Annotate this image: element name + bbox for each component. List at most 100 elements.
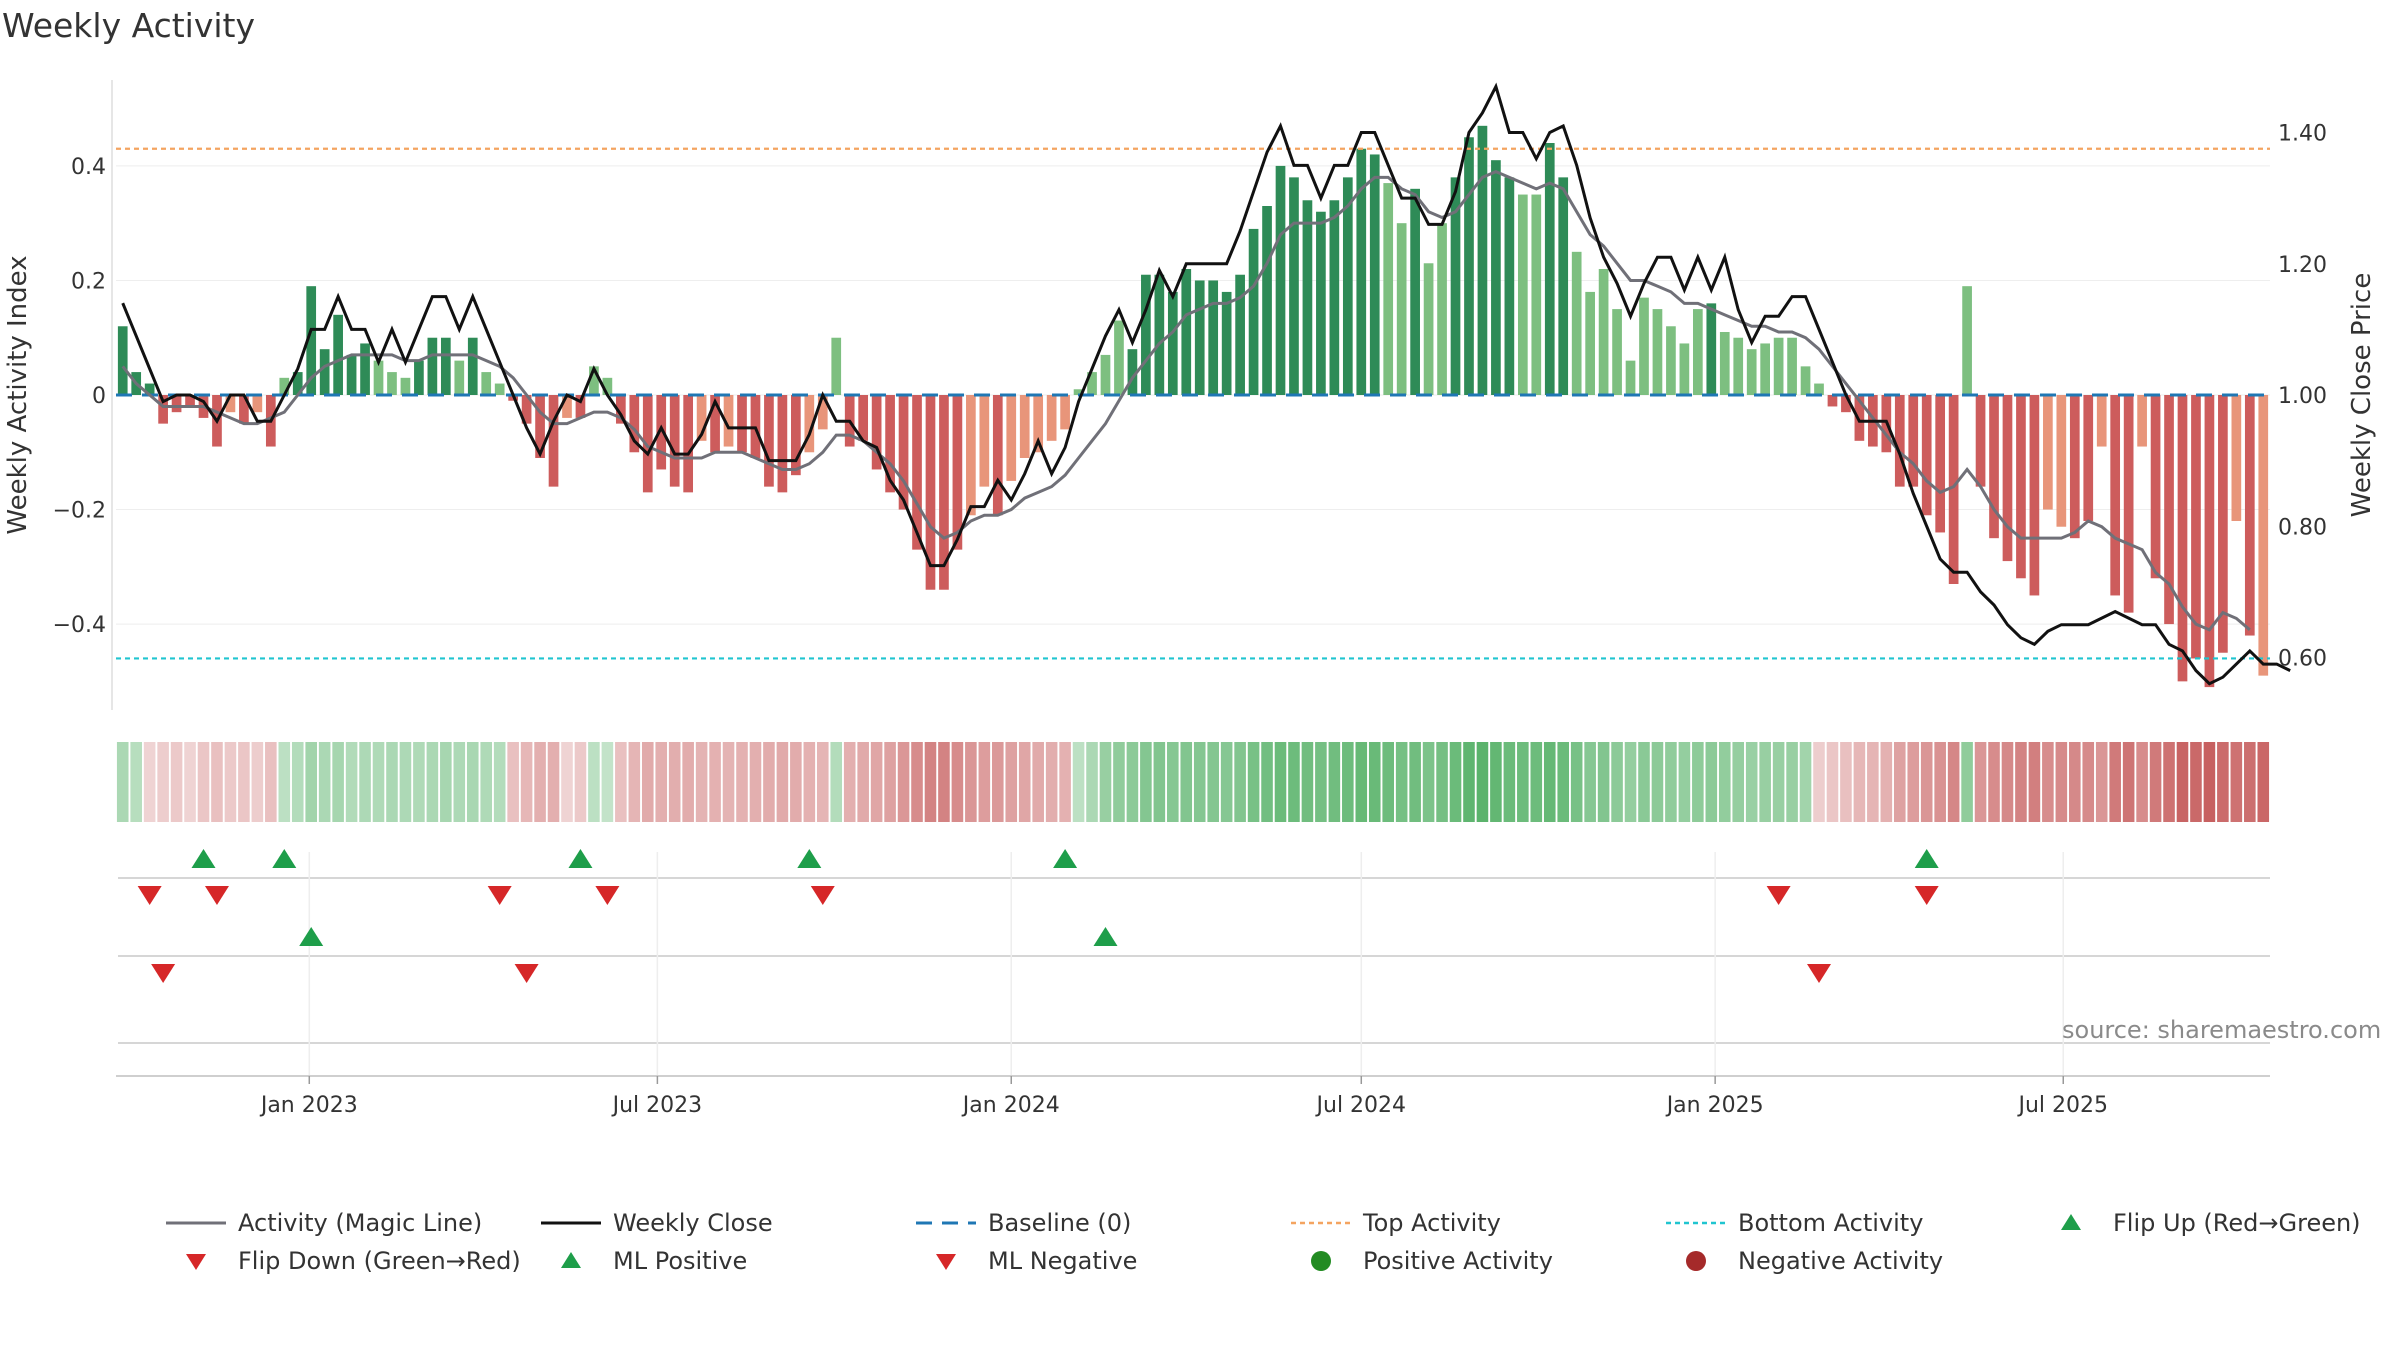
activity-bar-positive — [1706, 303, 1717, 395]
heat-strip-cell — [1140, 742, 1152, 822]
heat-strip-cell — [2028, 742, 2041, 822]
heat-strip-cell — [1315, 742, 1327, 822]
heat-strip-cell — [1934, 742, 1946, 822]
heat-strip-cell — [1342, 742, 1354, 822]
legend-item-weekly-close: Weekly Close — [535, 1205, 773, 1241]
heat-strip-cell — [615, 742, 627, 822]
heat-strip-cell — [1018, 742, 1031, 822]
heat-strip-cell — [1193, 742, 1206, 822]
activity-bar-negative — [521, 395, 532, 424]
heat-strip-cell — [924, 742, 937, 822]
activity-bar-positive — [1114, 320, 1124, 395]
heat-strip-cell — [413, 742, 425, 822]
heat-strip-cell — [278, 742, 291, 822]
heat-strip-cell — [1920, 742, 1933, 822]
activity-bar-negative — [1006, 395, 1017, 481]
activity-bar-positive — [1612, 309, 1622, 395]
heat-strip-cell — [722, 742, 735, 822]
activity-chart: 0.40.20−0.2−0.41.401.201.000.800.60Weekl… — [3, 80, 2377, 1118]
heat-strip-cell — [830, 742, 843, 822]
activity-bar-negative — [2164, 395, 2174, 625]
activity-bar-positive — [589, 366, 599, 395]
activity-bar-negative — [629, 395, 640, 453]
heat-strip-cell — [1543, 742, 1556, 822]
activity-bar-positive — [467, 337, 478, 395]
legend-swatch-weekly-close — [541, 1221, 601, 1225]
heat-strip-cell — [1517, 742, 1529, 822]
legend-item-ml-negative: ML Negative — [910, 1243, 1137, 1279]
heat-strip-cell — [1355, 742, 1368, 822]
activity-bar-positive — [1585, 291, 1595, 395]
heat-strip-cell — [2095, 742, 2108, 822]
heat-strip-cell — [884, 742, 896, 822]
heat-strip-cell — [224, 742, 237, 822]
heat-strip-cell — [1072, 742, 1085, 822]
heat-strip-cell — [2136, 742, 2148, 822]
heat-strip-cell — [1557, 742, 1570, 822]
heat-strip-cell — [1974, 742, 1987, 822]
heat-strip-cell — [1395, 742, 1408, 822]
activity-bar-negative — [791, 395, 801, 476]
activity-bar-negative — [669, 395, 680, 487]
heat-strip-cell — [1234, 742, 1246, 822]
activity-bar-positive — [333, 314, 343, 395]
activity-bar-positive — [306, 286, 317, 395]
heat-strip-cell — [1799, 742, 1812, 822]
heat-strip-cell — [170, 742, 183, 822]
heat-strip-cell — [440, 742, 452, 822]
heat-strip-cell — [1005, 742, 1018, 822]
activity-bar-positive — [440, 337, 451, 395]
activity-bar-negative — [225, 395, 236, 413]
activity-bar-positive — [292, 372, 303, 395]
heat-strip-cell — [1530, 742, 1543, 822]
activity-bar-positive — [319, 349, 330, 395]
heat-strip-cell — [116, 742, 129, 822]
heat-strip-cell — [574, 742, 587, 822]
activity-bar-negative — [535, 395, 545, 458]
activity-bar-positive — [1221, 291, 1232, 395]
activity-bar-negative — [1894, 395, 1905, 487]
activity-bar-positive — [1208, 280, 1219, 395]
heat-strip-cell — [682, 742, 694, 822]
activity-bar-negative — [2218, 395, 2228, 653]
activity-bar-negative — [1948, 395, 1959, 584]
activity-bar-negative — [1060, 395, 1070, 430]
heat-strip-cell — [1409, 742, 1421, 822]
activity-bar-negative — [764, 395, 774, 487]
flip-down-marker-icon — [204, 886, 229, 905]
heat-strip-cell — [197, 742, 210, 822]
legend-item-ml-positive: ML Positive — [535, 1243, 747, 1279]
heat-strip-cell — [520, 742, 533, 822]
activity-bar-positive — [1571, 251, 1582, 395]
flip-down-marker-icon — [1766, 886, 1791, 905]
heat-strip-cell — [1880, 742, 1893, 822]
activity-bar-positive — [1100, 354, 1111, 395]
activity-bar-negative — [2137, 395, 2147, 447]
heat-strip-cell — [426, 742, 439, 822]
activity-bar-positive — [279, 377, 290, 395]
flip-down-marker-icon — [810, 886, 835, 905]
source-credit: source: sharemaestro.com — [2062, 1016, 2382, 1044]
activity-bar-positive — [1423, 263, 1434, 395]
activity-bar-negative — [804, 395, 815, 453]
activity-bar-positive — [387, 372, 397, 395]
activity-bar-negative — [2029, 395, 2040, 596]
activity-bar-negative — [2244, 395, 2255, 636]
heat-strip-cell — [601, 742, 614, 822]
left-axis-title: Weekly Activity Index — [3, 255, 33, 534]
activity-bar-negative — [1827, 395, 1838, 407]
activity-bar-positive — [1127, 349, 1138, 395]
heat-strip-cell — [1261, 742, 1273, 822]
heat-strip-cell — [816, 742, 829, 822]
activity-bar-positive — [1746, 349, 1757, 395]
legend-swatch-bottom-activity — [1666, 1221, 1726, 1225]
activity-bar-positive — [1531, 194, 1542, 395]
activity-bar-negative — [158, 395, 168, 424]
flip-up-marker-icon — [797, 849, 822, 868]
heat-strip-cell — [843, 742, 856, 822]
heat-strip-cell — [2244, 742, 2256, 822]
heat-strip-cell — [2055, 742, 2068, 822]
activity-bar-positive — [1598, 269, 1609, 395]
legend-swatch-ml-positive-icon — [561, 1252, 581, 1268]
legend-label-flip-up: Flip Up (Red→Green) — [2113, 1209, 2361, 1237]
